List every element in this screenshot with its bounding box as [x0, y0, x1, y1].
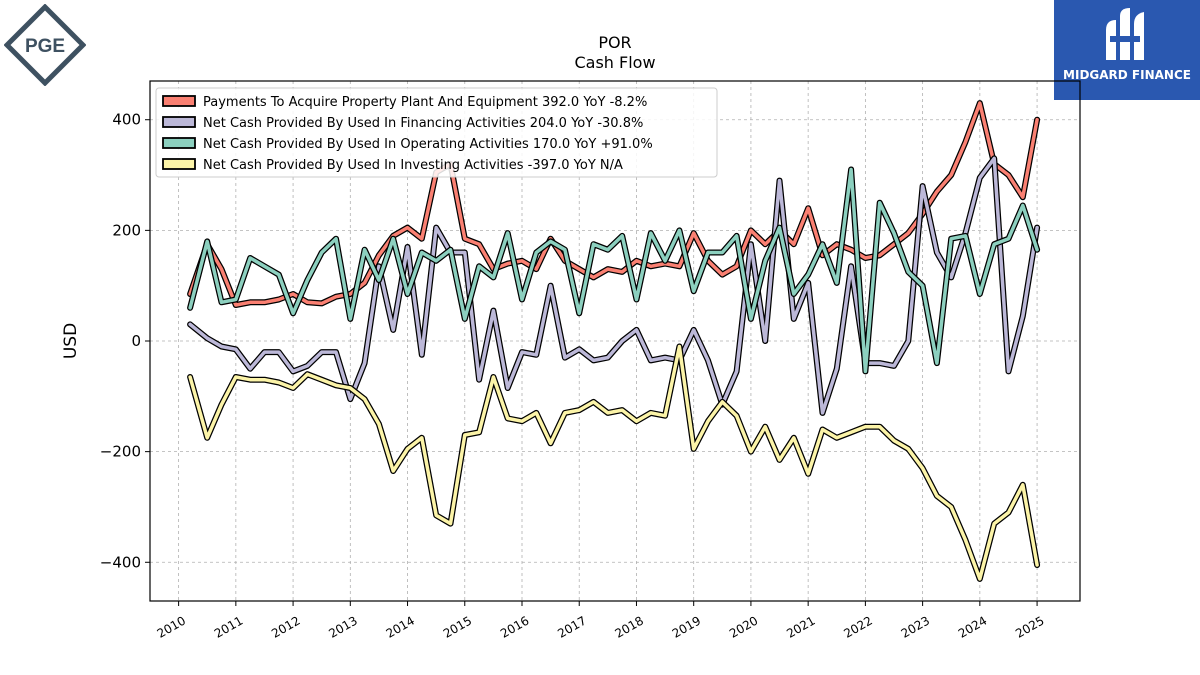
x-tick-label: 2010: [155, 613, 188, 640]
x-axis: 2010 2011 2012 2013 2014 2015 2016 2017 2018 2019…: [155, 601, 1047, 641]
legend-label: Payments To Acquire Property Plant And E…: [203, 95, 647, 110]
x-tick-label: 2017: [555, 613, 588, 640]
series-line: [188, 344, 1039, 581]
legend-swatch: [162, 137, 196, 149]
pge-logo-text: PGE: [25, 36, 65, 57]
series-layer: [187, 100, 1041, 582]
series-3: [187, 166, 1041, 375]
x-tick-label: 2021: [784, 613, 817, 640]
legend-swatch: [162, 116, 196, 128]
x-tick-label: 2013: [326, 613, 359, 640]
y-axis: −400 −200 0 200 400: [100, 111, 150, 571]
legend-box: [155, 87, 718, 178]
y-axis-label: USD: [61, 323, 81, 359]
chart-title: POR: [598, 33, 631, 52]
series-line-outline: [187, 155, 1041, 416]
x-tick-label: 2012: [269, 613, 302, 640]
series-line: [188, 156, 1039, 415]
y-tick-label: 200: [112, 221, 141, 239]
y-tick-label: −400: [100, 553, 141, 571]
x-tick-label: 2016: [498, 613, 531, 640]
midgard-logo-text: MIDGARD FINANCE: [1063, 68, 1191, 82]
series-2: [187, 155, 1041, 416]
legend: Payments To Acquire Property Plant And E…: [155, 87, 718, 178]
chart-subtitle: Cash Flow: [574, 53, 655, 72]
y-tick-label: 0: [131, 332, 141, 350]
midgard-emblem-icon: [1106, 8, 1144, 60]
legend-swatch: [162, 158, 196, 170]
legend-label: Net Cash Provided By Used In Operating A…: [203, 137, 653, 152]
legend-swatch: [162, 95, 196, 107]
x-tick-label: 2011: [212, 613, 245, 640]
x-tick-label: 2019: [670, 613, 703, 640]
y-tick-label: −200: [100, 443, 141, 461]
x-tick-label: 2023: [899, 613, 932, 640]
x-tick-label: 2018: [613, 613, 646, 640]
midgard-finance-logo: MIDGARD FINANCE: [1054, 0, 1200, 100]
series-line: [188, 167, 1039, 374]
legend-label: Net Cash Provided By Used In Investing A…: [203, 158, 623, 173]
x-tick-label: 2024: [956, 613, 989, 640]
y-tick-label: 400: [112, 111, 141, 129]
x-tick-label: 2014: [384, 613, 417, 640]
x-tick-label: 2022: [841, 613, 874, 640]
x-tick-label: 2020: [727, 613, 760, 640]
legend-label: Net Cash Provided By Used In Financing A…: [203, 116, 643, 131]
x-tick-label: 2015: [441, 613, 474, 640]
pge-logo: PGE: [3, 3, 87, 87]
series-4: [187, 343, 1041, 582]
series-line-outline: [187, 343, 1041, 582]
x-tick-label: 2025: [1013, 613, 1046, 640]
